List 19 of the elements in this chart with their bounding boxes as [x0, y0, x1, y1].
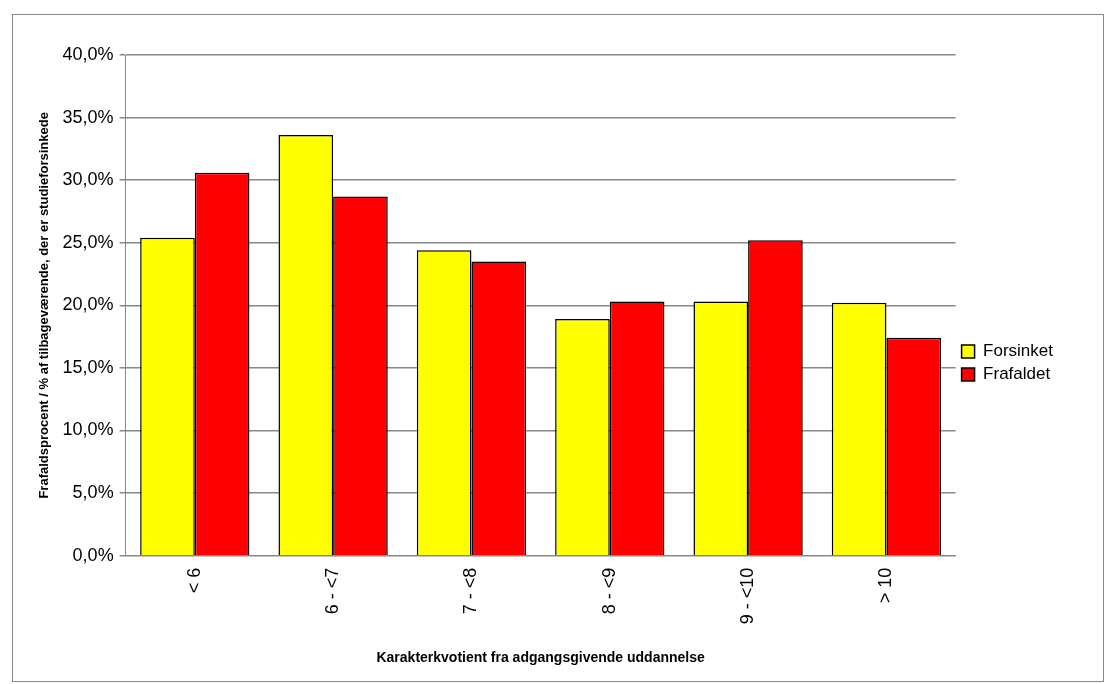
y-tick-label: 0,0%: [72, 544, 114, 565]
x-tick-label: 8 - <9: [598, 567, 619, 615]
y-tick-label: 35,0%: [62, 106, 114, 127]
x-axis-title: Karakterkvotient fra adgangsgivende uddannelse: [376, 649, 705, 666]
y-axis-title: Frafaldsprocent / % af tilbageværende, der er studieforsinkede: [36, 112, 52, 499]
y-tick-label: 20,0%: [62, 294, 114, 315]
y-tick-label: 10,0%: [62, 419, 114, 440]
x-tick-label: 7 - <8: [460, 567, 481, 615]
y-tick-label: 15,0%: [62, 356, 114, 377]
y-tick-label: 5,0%: [72, 482, 114, 503]
y-tick-label: 40,0%: [62, 43, 114, 64]
x-tick-label: 9 - <10: [737, 567, 758, 625]
legend-label: Frafaldet: [983, 364, 1051, 384]
x-tick-label: > 10: [875, 567, 896, 604]
legend-label: Forsinket: [983, 341, 1054, 361]
y-tick-label: 25,0%: [62, 231, 114, 252]
x-tick-label: < 6: [183, 567, 204, 594]
x-tick-label: 6 - <7: [322, 567, 343, 615]
y-tick-label: 30,0%: [62, 169, 114, 190]
